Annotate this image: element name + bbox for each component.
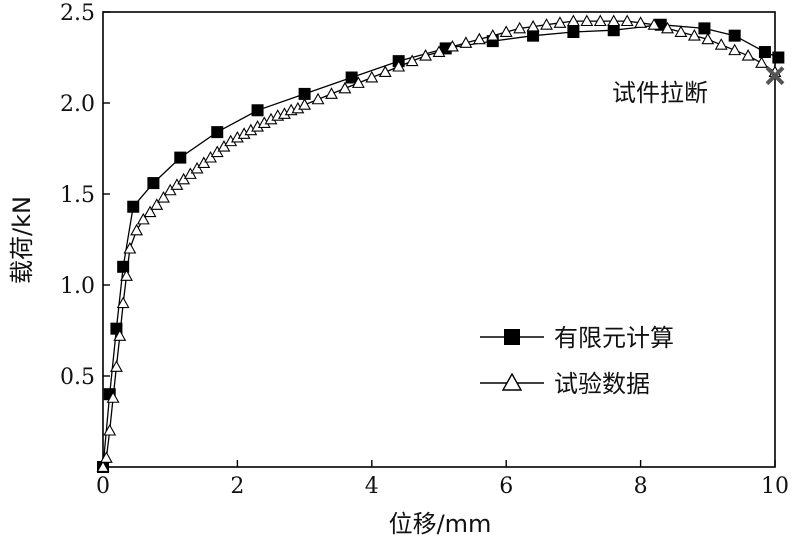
data-point-test	[106, 391, 120, 403]
data-point-test	[728, 43, 742, 56]
data-point-test	[620, 14, 634, 27]
data-point-test	[674, 25, 688, 37]
data-point-fem	[567, 26, 580, 39]
data-point-test	[446, 39, 459, 52]
data-point-test	[755, 56, 768, 68]
data-point-test	[553, 16, 567, 28]
legend-item-test: 试验数据	[480, 370, 650, 398]
y-tick-label: 1.0	[60, 274, 95, 299]
legend-fem-label: 有限元计算	[554, 324, 674, 352]
data-point-fem	[527, 29, 540, 42]
legend-fem-marker	[504, 329, 520, 345]
legend-item-fem: 有限元计算	[480, 324, 674, 352]
y-tick-label: 1.5	[60, 183, 95, 208]
data-point-test	[459, 36, 473, 48]
x-tick-label: 6	[499, 474, 513, 499]
data-point-fem	[174, 151, 187, 164]
data-point-test	[392, 59, 406, 72]
fracture-marker-stroke	[765, 66, 785, 86]
x-tick-label: 8	[634, 474, 648, 499]
data-point-test	[607, 14, 621, 27]
data-point-test	[472, 32, 486, 45]
data-point-test	[150, 198, 164, 210]
data-point-test	[566, 14, 580, 27]
data-point-test	[661, 21, 674, 34]
data-point-test	[113, 329, 127, 341]
data-point-test	[116, 296, 130, 309]
data-point-fem	[772, 51, 785, 64]
data-point-test	[634, 16, 648, 28]
x-axis-title: 位移/mm	[389, 510, 492, 538]
plot-area: 0 2 4 6 8 10 0.5 1.0 1.5 2.0 2.5	[60, 1, 789, 499]
data-point-test	[714, 38, 728, 50]
series-line-fem	[102, 24, 779, 468]
data-point-test	[580, 14, 594, 27]
x-tick-label: 0	[96, 474, 110, 499]
x-tick-label: 4	[365, 474, 379, 499]
data-point-test	[513, 21, 527, 34]
data-point-test	[96, 460, 110, 472]
data-point-test	[325, 87, 338, 99]
data-point-test	[123, 241, 137, 254]
data-point-test	[143, 205, 157, 218]
y-tick-label: 0.5	[60, 365, 95, 390]
fracture-annotation: 试件拉断	[612, 79, 708, 107]
data-point-fem	[251, 104, 264, 117]
data-point-fem	[698, 22, 711, 35]
data-point-test	[432, 45, 446, 57]
data-point-test	[486, 29, 500, 41]
data-point-fem	[345, 71, 358, 84]
data-point-fem	[117, 260, 130, 273]
data-point-test	[136, 212, 150, 225]
data-point-test	[701, 32, 715, 45]
data-point-test	[419, 49, 432, 61]
data-point-test	[351, 76, 365, 88]
y-tick-label: 2.0	[60, 92, 95, 117]
data-point-test	[647, 18, 661, 30]
data-point-fem	[127, 200, 140, 213]
data-point-test	[120, 269, 133, 281]
data-point-test	[110, 360, 123, 372]
x-tick-label: 10	[761, 474, 789, 499]
data-point-test	[365, 70, 379, 83]
y-tick-label: 2.5	[60, 1, 95, 26]
legend-test-marker	[501, 372, 523, 391]
x-tick-label: 2	[230, 474, 244, 499]
data-point-test	[378, 65, 392, 78]
data-point-test	[526, 19, 540, 32]
data-point-test	[298, 98, 312, 110]
data-point-test	[540, 18, 553, 30]
legend-test-label: 试验数据	[554, 370, 650, 398]
data-point-test	[741, 49, 755, 61]
y-axis-title: 载荷/kN	[8, 196, 36, 284]
data-point-fem	[298, 87, 311, 100]
data-point-test	[405, 54, 419, 67]
data-point-fem	[211, 126, 224, 139]
data-point-test	[311, 92, 325, 105]
data-point-fem	[147, 177, 160, 190]
data-point-test	[499, 25, 513, 37]
data-point-fem	[728, 29, 741, 42]
data-point-fem	[607, 24, 620, 37]
data-point-test	[593, 14, 607, 27]
data-point-test	[130, 223, 144, 236]
plot-frame	[102, 11, 776, 468]
data-point-test	[103, 423, 117, 436]
data-point-test	[338, 81, 352, 94]
data-point-fem	[758, 46, 771, 59]
data-point-test	[687, 29, 701, 41]
data-point-test	[99, 451, 113, 463]
data-point-test	[157, 191, 170, 203]
legend: 有限元计算 试验数据	[480, 324, 674, 398]
